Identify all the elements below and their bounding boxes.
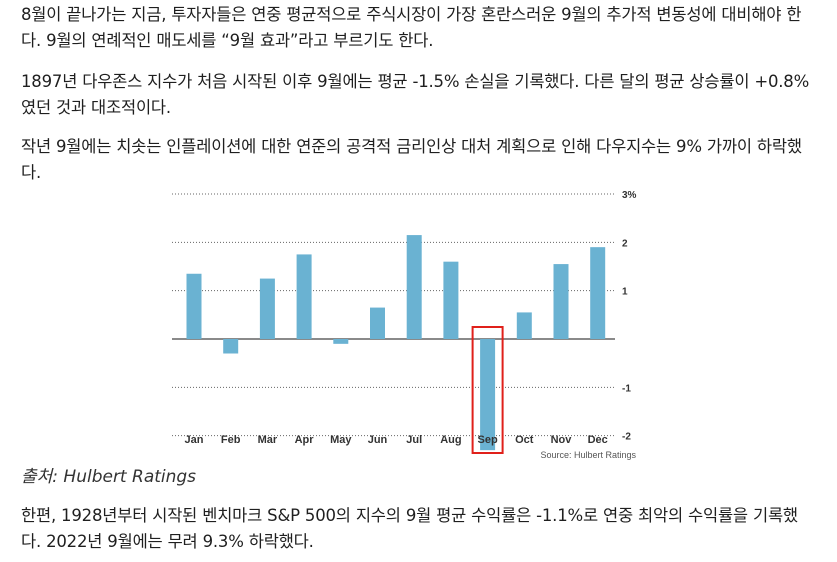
monthly-return-bar-chart: 3% 2 1 -1 -2 Jan Feb Mar Apr May Jun Jul Aug Sep Oct No… (172, 190, 637, 460)
x-tick-label: Aug (440, 434, 461, 446)
y-tick-label: 2 (622, 238, 628, 249)
x-tick-label: Feb (221, 434, 241, 446)
x-tick-label: Apr (295, 434, 315, 446)
x-tick-label: Mar (258, 434, 278, 446)
x-tick-label: Sep (478, 434, 498, 446)
september-highlight-box (471, 326, 504, 454)
bar-mar (259, 278, 275, 339)
bar-feb (223, 339, 239, 354)
chart-source-note: Source: Hulbert Ratings (540, 450, 636, 460)
paragraph-intro: 8월이 끝나가는 지금, 투자자들은 연중 평균적으로 주식시장이 가장 혼란스… (21, 5, 802, 50)
x-tick-label: Nov (551, 434, 573, 446)
y-tick-label: -2 (622, 432, 631, 443)
x-tick-label: Jan (185, 434, 204, 446)
y-tick-label: -1 (622, 383, 631, 394)
bar-oct (516, 312, 532, 339)
bar-dec (590, 247, 606, 339)
image-caption: 출처: Hulbert Ratings (21, 467, 197, 487)
y-tick-label: 1 (622, 287, 628, 298)
paragraph-dow-history: 1897년 다우존스 지수가 처음 시작된 이후 9월에는 평균 -1.5% 손… (21, 72, 810, 117)
y-tick-label: 3% (622, 190, 637, 201)
bar-jan (186, 273, 202, 339)
bar-jul (406, 235, 422, 339)
bar-aug (443, 261, 459, 339)
x-tick-label: May (330, 434, 352, 446)
bar-sep (480, 339, 496, 451)
bar-jun (370, 307, 385, 339)
paragraph-last-september: 작년 9월에는 치솟는 인플레이션에 대한 연준의 공격적 금리인상 대처 계획… (21, 137, 802, 182)
paragraph-sp500: 한편, 1928년부터 시작된 벤치마크 S&P 500의 지수의 9월 평균 … (21, 506, 798, 551)
bar-may (333, 339, 349, 344)
bar-apr (296, 254, 312, 339)
x-tick-label: Oct (515, 434, 534, 446)
bar-nov (553, 264, 569, 339)
x-tick-label: Dec (588, 434, 608, 446)
x-tick-label: Jun (368, 434, 388, 446)
x-tick-label: Jul (406, 434, 422, 446)
